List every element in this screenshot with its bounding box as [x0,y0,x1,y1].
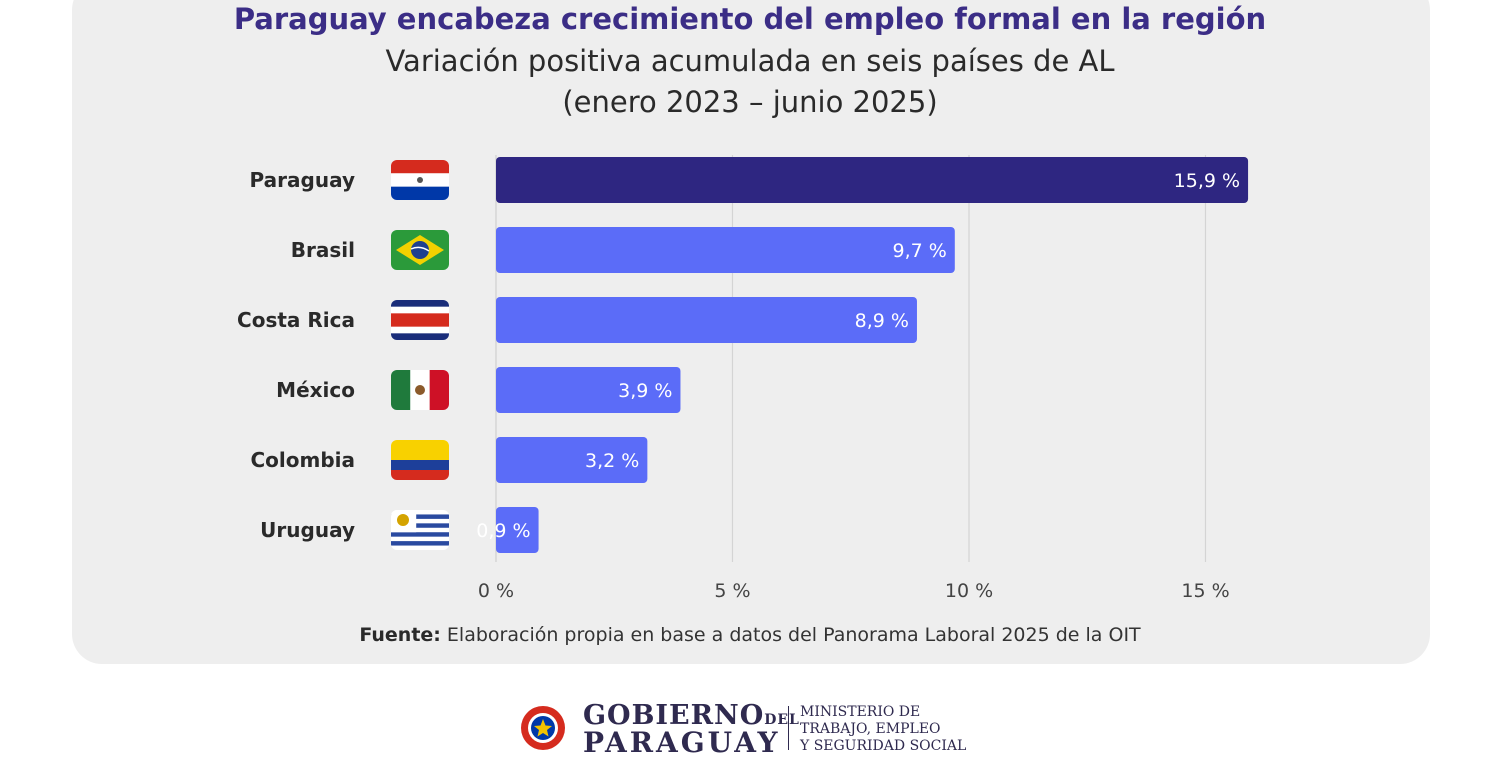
category-label: Brasil [291,238,355,262]
paraguay-flag-icon [391,160,449,200]
bar-value-label: 3,2 % [585,450,639,472]
source-label: Fuente: [359,624,441,646]
bar [496,367,681,413]
x-tick-label: 10 % [945,580,993,602]
footer-divider [788,706,789,750]
category-label: México [276,378,355,402]
brazil-flag-icon [391,230,449,270]
costa-rica-flag-icon [391,300,449,340]
category-label: Paraguay [250,168,355,192]
colombia-flag-icon [391,440,449,480]
government-emblem-icon [521,706,565,750]
bar-value-label: 3,9 % [618,380,672,402]
category-label: Colombia [250,448,355,472]
ministry-name: MINISTERIO DE TRABAJO, EMPLEO Y SEGURIDA… [800,704,967,754]
chart-subtitle: Variación positiva acumulada en seis paí… [385,44,1115,78]
bar-value-label: 9,7 % [892,240,946,262]
chart-date-range: (enero 2023 – junio 2025) [562,85,938,119]
bar-value-label: 0,9 % [476,520,530,542]
footer-logo: GOBIERNODEL PARAGUAY MINISTERIO DE TRABA… [508,700,1028,759]
bar [496,437,648,483]
source-text: Elaboración propia en base a datos del P… [440,624,1141,646]
x-tick-label: 15 % [1181,580,1229,602]
bar [496,507,539,553]
category-label: Uruguay [260,518,355,542]
source-note: Fuente: Elaboración propia en base a dat… [0,624,1500,646]
uruguay-flag-icon [391,510,449,550]
category-label: Costa Rica [237,308,355,332]
bar-value-label: 8,9 % [855,310,909,332]
bar-value-label: 15,9 % [1174,170,1240,192]
chart-title: Paraguay encabeza crecimiento del empleo… [233,2,1267,36]
bar [496,227,955,273]
bar [496,157,1249,203]
bar-chart: 15,9 % 9,7 % 8,9 % 3,9 % 3,2 % 0,9 % Paraguay… [237,155,1249,602]
x-tick-label: 5 % [714,580,750,602]
mexico-flag-icon [391,370,449,410]
x-tick-label: 0 % [478,580,514,602]
gobierno-text: GOBIERNODEL [583,700,800,731]
paraguay-text: PARAGUAY [583,726,781,759]
bar [496,297,917,343]
